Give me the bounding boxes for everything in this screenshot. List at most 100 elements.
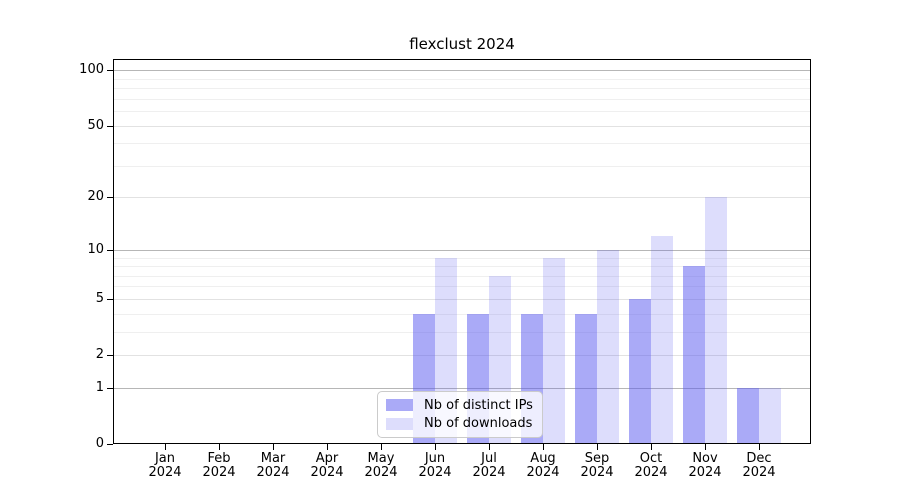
minor-gridline — [113, 143, 811, 145]
minor-gridline — [113, 331, 811, 333]
y-tick-mark — [107, 444, 113, 445]
bar-downloads — [597, 249, 619, 444]
minor-gridline — [113, 266, 811, 268]
mid-gridline — [113, 125, 811, 127]
x-tick-label: Sep 2024 — [565, 452, 629, 479]
minor-gridline — [113, 313, 811, 315]
x-tick-month: Apr — [315, 451, 339, 466]
x-tick-label: May 2024 — [349, 452, 413, 479]
legend-item-downloads: Nb of downloads — [386, 416, 534, 431]
x-tick-label: Dec 2024 — [727, 452, 791, 479]
x-tick-mark — [597, 444, 598, 450]
legend-swatch-distinct-ips-icon — [386, 399, 413, 412]
y-tick-label: 2 — [95, 347, 104, 363]
x-tick-month: Nov — [692, 451, 718, 466]
x-tick-mark — [543, 444, 544, 450]
x-tick-mark — [435, 444, 436, 450]
x-tick-mark — [165, 444, 166, 450]
x-tick-year: 2024 — [256, 464, 290, 480]
x-tick-label: Apr 2024 — [295, 452, 359, 479]
x-tick-month: Jun — [424, 451, 446, 466]
chart-title: flexclust 2024 — [409, 35, 515, 53]
x-tick-year: 2024 — [310, 464, 344, 480]
x-tick-label: Oct 2024 — [619, 452, 683, 479]
bar-downloads — [543, 257, 565, 444]
x-tick-month: May — [367, 451, 395, 466]
minor-gridline — [113, 286, 811, 288]
y-tick-label: 0 — [95, 436, 104, 451]
mid-gridline — [113, 298, 811, 300]
legend-label-distinct-ips: Nb of distinct IPs — [424, 397, 533, 413]
major-gridline — [113, 249, 811, 251]
x-tick-label: Aug 2024 — [511, 452, 575, 479]
y-tick-label: 10 — [87, 241, 104, 257]
y-tick-label: 5 — [95, 290, 104, 306]
x-tick-year: 2024 — [688, 464, 722, 480]
x-tick-month: Dec — [746, 451, 772, 466]
bar-downloads — [759, 387, 781, 444]
x-tick-year: 2024 — [526, 464, 560, 480]
x-tick-label: Jun 2024 — [403, 452, 467, 479]
x-tick-label: Feb 2024 — [187, 452, 251, 479]
x-tick-month: Aug — [530, 451, 556, 466]
y-tick-mark — [107, 125, 113, 127]
bar-distinct-ips — [737, 387, 759, 444]
y-tick-mark — [107, 298, 113, 300]
y-tick-label: 50 — [87, 117, 104, 133]
minor-gridline — [113, 275, 811, 277]
minor-gridline — [113, 78, 811, 80]
minor-gridline — [113, 98, 811, 100]
bar-downloads — [651, 236, 673, 444]
minor-gridline — [113, 111, 811, 113]
y-tick-mark — [107, 197, 113, 199]
mid-gridline — [113, 355, 811, 357]
x-tick-mark — [651, 444, 652, 450]
x-tick-mark — [489, 444, 490, 450]
major-gridline — [113, 387, 811, 389]
bar-distinct-ips — [629, 298, 651, 444]
y-tick-mark — [107, 387, 113, 389]
x-tick-year: 2024 — [148, 464, 182, 480]
x-tick-year: 2024 — [202, 464, 236, 480]
x-tick-month: Sep — [584, 451, 610, 466]
y-tick-label: 100 — [79, 62, 104, 78]
x-tick-year: 2024 — [634, 464, 668, 480]
x-tick-month: Mar — [260, 451, 286, 466]
x-tick-mark — [327, 444, 328, 450]
x-tick-mark — [273, 444, 274, 450]
x-tick-label: Nov 2024 — [673, 452, 737, 479]
major-gridline — [113, 70, 811, 72]
y-tick-label: 20 — [87, 189, 104, 205]
legend-swatch-downloads-icon — [386, 417, 413, 430]
bar-distinct-ips — [575, 313, 597, 444]
y-tick-mark — [107, 355, 113, 357]
x-tick-year: 2024 — [580, 464, 614, 480]
x-tick-mark — [759, 444, 760, 450]
minor-gridline — [113, 165, 811, 167]
legend-label-downloads: Nb of downloads — [424, 416, 533, 432]
minor-gridline — [113, 257, 811, 259]
x-tick-label: Jul 2024 — [457, 452, 521, 479]
bar-distinct-ips — [683, 266, 705, 444]
x-tick-label: Mar 2024 — [241, 452, 305, 479]
x-tick-year: 2024 — [364, 464, 398, 480]
x-tick-label: Jan 2024 — [133, 452, 197, 479]
x-tick-mark — [705, 444, 706, 450]
x-tick-year: 2024 — [472, 464, 506, 480]
y-tick-mark — [107, 70, 113, 72]
x-tick-month: Oct — [639, 451, 663, 466]
x-tick-year: 2024 — [742, 464, 776, 480]
x-tick-year: 2024 — [418, 464, 452, 480]
y-tick-mark — [107, 249, 113, 251]
bar-downloads — [705, 197, 727, 444]
x-tick-month: Feb — [207, 451, 231, 466]
x-tick-mark — [381, 444, 382, 450]
x-tick-month: Jan — [154, 451, 176, 466]
plot-area: Nb of distinct IPs Nb of downloads — [113, 59, 811, 444]
x-tick-mark — [219, 444, 220, 450]
y-tick-label: 1 — [95, 379, 104, 395]
mid-gridline — [113, 197, 811, 199]
legend-item-distinct-ips: Nb of distinct IPs — [386, 398, 534, 413]
minor-gridline — [113, 88, 811, 90]
